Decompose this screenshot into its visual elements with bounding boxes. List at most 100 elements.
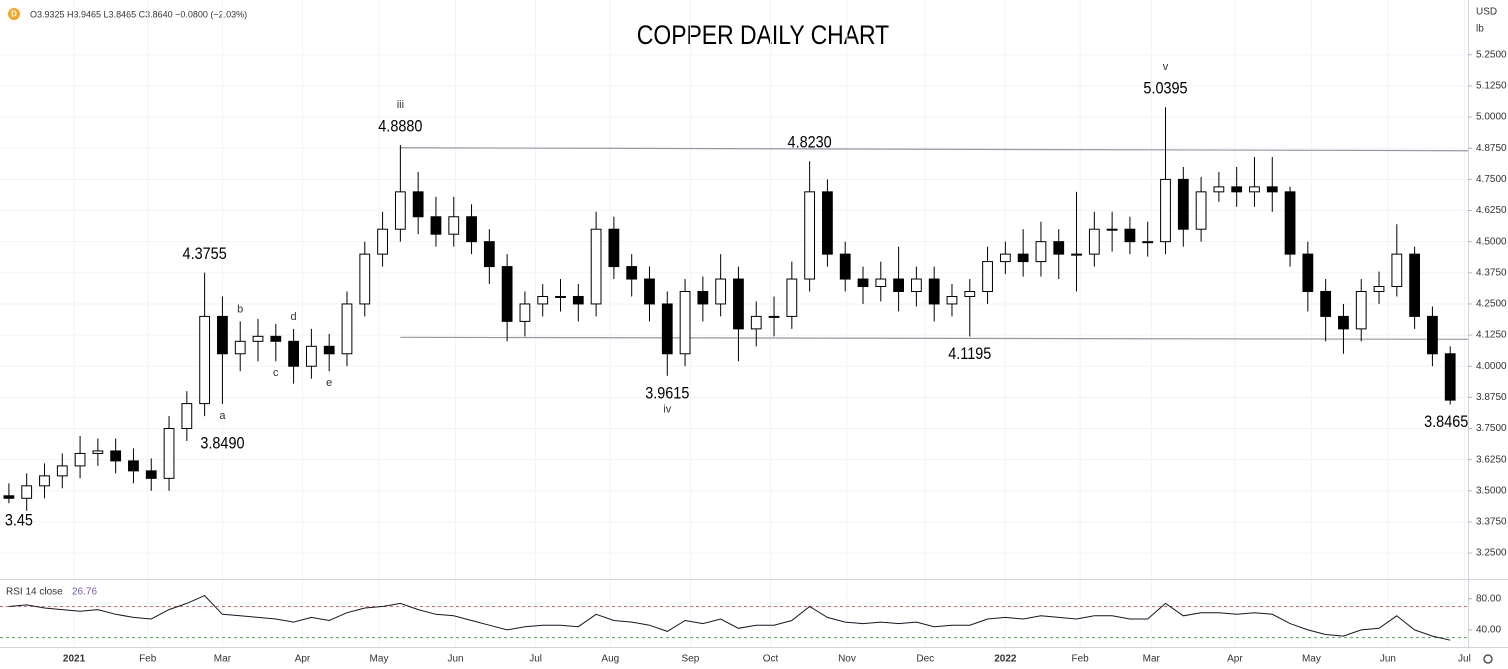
candle-body: [1053, 241, 1065, 255]
wave-annotation: c: [273, 367, 279, 379]
y-tick-label: 5.1250: [1476, 81, 1507, 92]
y-tick-label: 4.2500: [1476, 299, 1507, 310]
x-tick-label: Apr: [1227, 654, 1243, 665]
candle-body: [163, 428, 175, 479]
x-tick-label: Apr: [295, 654, 311, 665]
y-tick-label: 5.0000: [1476, 112, 1507, 123]
wave-annotation: a: [219, 410, 226, 422]
candle-body: [910, 278, 922, 292]
candle-body: [893, 278, 904, 292]
candle-body: [181, 403, 193, 430]
rsi-y-tick-label: 40.00: [1476, 625, 1501, 636]
x-tick-label: Mar: [214, 654, 232, 665]
price-annotation: 4.3755: [183, 245, 227, 263]
candle-body: [377, 228, 388, 255]
candle-body: [928, 278, 940, 305]
price-annotation: 4.8880: [378, 117, 422, 135]
candle-body: [1320, 290, 1332, 317]
y-tick-label: 3.8750: [1476, 392, 1507, 403]
y-tick-label: 3.6250: [1476, 454, 1507, 465]
candle-body: [555, 295, 566, 298]
candle-body: [590, 228, 602, 305]
candle-body: [341, 303, 353, 355]
currency[interactable]: USD: [1476, 7, 1497, 18]
price-annotation: 3.8490: [200, 434, 244, 452]
candle-body: [1373, 286, 1385, 292]
settings-icon-ring[interactable]: [1483, 654, 1493, 664]
candle-body: [252, 335, 264, 342]
symbol-icon: D: [11, 10, 17, 19]
candle-body: [306, 345, 317, 367]
x-tick-label: Nov: [838, 654, 856, 665]
candle-body: [394, 191, 406, 230]
candle-body: [626, 266, 638, 280]
candle-body: [1142, 241, 1154, 244]
candle-body: [145, 470, 157, 479]
candle-body: [3, 495, 15, 499]
candle-body: [323, 345, 335, 355]
candle-body: [946, 295, 958, 305]
candle-body: [1177, 178, 1189, 230]
candle-body: [1409, 253, 1421, 317]
candle-body: [519, 303, 531, 322]
candle-body: [1444, 353, 1456, 401]
candle-body: [1088, 228, 1100, 255]
candle-body: [1017, 253, 1029, 263]
candle-body: [679, 290, 691, 355]
y-tick-label: 3.2500: [1476, 548, 1507, 559]
price-annotation: 4.1195: [948, 345, 991, 363]
y-tick-label: 4.6250: [1476, 205, 1507, 216]
trend-line: [400, 147, 1469, 152]
x-tick-label: Jun: [447, 654, 463, 665]
candle-body: [199, 315, 211, 405]
candle-body: [875, 278, 887, 288]
price-annotation: 3.45: [5, 512, 33, 530]
candle-body: [483, 241, 495, 268]
candle-body: [1213, 186, 1225, 193]
candle-body: [1249, 186, 1260, 193]
x-tick-label: Dec: [916, 654, 934, 665]
rsi-last-value: 26.76: [72, 587, 97, 598]
price-annotation: 4.8230: [788, 134, 832, 152]
candle-body: [1231, 186, 1243, 193]
candle-body: [128, 460, 139, 472]
x-tick-label: Aug: [601, 654, 619, 665]
candle-body: [448, 216, 460, 235]
wave-annotation: v: [1163, 61, 1169, 73]
price-annotation: 3.8465: [1424, 413, 1468, 431]
candle-body: [822, 191, 833, 255]
candle-body: [1124, 228, 1136, 243]
settings-icon[interactable]: [1483, 654, 1493, 664]
candle-body: [92, 450, 104, 454]
candle-body: [1338, 315, 1349, 330]
x-tick-label: 2021: [63, 654, 86, 665]
wave-annotation: e: [326, 377, 332, 389]
y-tick-label: 4.0000: [1476, 361, 1507, 372]
price-annotation: 5.0395: [1143, 80, 1187, 98]
candle-body: [804, 191, 816, 280]
y-tick-label: 3.5000: [1476, 485, 1507, 496]
candle-body: [644, 278, 655, 305]
unit[interactable]: lb: [1476, 24, 1484, 35]
candle-body: [430, 216, 442, 235]
candle-body: [982, 261, 993, 292]
y-tick-label: 4.8750: [1476, 143, 1507, 154]
wave-annotation: d: [291, 311, 297, 323]
candle-body: [1160, 178, 1171, 243]
y-tick-label: 3.7500: [1476, 423, 1507, 434]
candle-body: [412, 191, 424, 218]
y-tick-label: 4.1250: [1476, 330, 1507, 341]
rsi-name: RSI 14 close: [6, 587, 63, 598]
candle-body: [466, 216, 477, 243]
candle-body: [733, 278, 744, 330]
ohlc-legend: O3.9325 H3.9465 L3.8465 C3.8640 −0.0800 …: [30, 9, 247, 19]
x-tick-label: May: [1302, 654, 1321, 665]
candle-body: [217, 315, 228, 355]
candle-body: [750, 315, 762, 330]
x-tick-label: Jul: [1458, 654, 1471, 665]
chart-title: COPPER DAILY CHART: [637, 20, 889, 50]
candle-body: [74, 452, 86, 467]
x-tick-label: Sep: [682, 654, 700, 665]
y-tick-label: 5.2500: [1476, 49, 1507, 60]
candle-body: [1355, 290, 1367, 330]
